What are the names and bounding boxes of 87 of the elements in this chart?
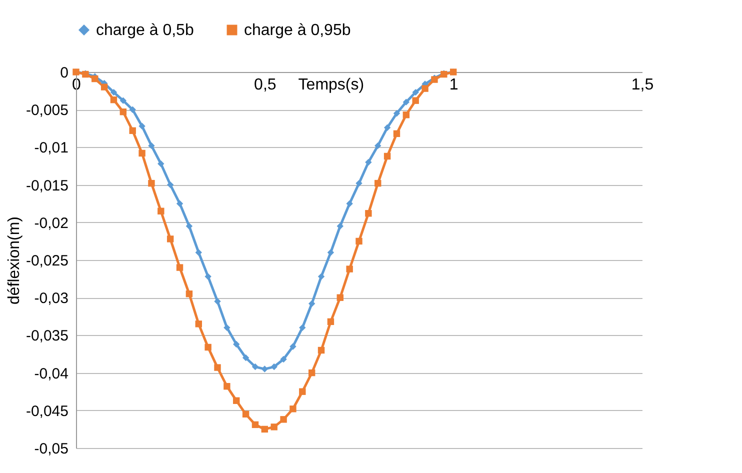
point (384, 124, 391, 131)
point (261, 426, 268, 433)
point (299, 324, 306, 332)
point (195, 249, 202, 256)
y-tick-label: -0,025 (26, 252, 68, 270)
point (270, 363, 278, 370)
point (336, 294, 344, 301)
point (308, 300, 316, 307)
point (233, 340, 240, 348)
point (158, 160, 164, 168)
point (186, 222, 193, 230)
point (148, 142, 155, 150)
legend-label: charge à 0,5b (96, 22, 194, 39)
y-tick-label: -0,035 (26, 328, 68, 345)
point (92, 75, 98, 82)
point (346, 200, 353, 207)
y-tick-label: -0,01 (34, 140, 68, 157)
y-tick-label: -0,045 (26, 402, 68, 420)
point (204, 273, 212, 280)
point (214, 298, 221, 305)
point (365, 210, 372, 217)
y-axis-title: déflexion(m) (6, 216, 23, 305)
x-tick-label: 1,5 (631, 76, 654, 94)
point (224, 382, 230, 390)
point (120, 97, 127, 104)
point (374, 142, 382, 150)
y-tick-label: -0,03 (34, 290, 68, 308)
legend-label: charge à 0,95b (244, 22, 351, 39)
point (308, 369, 316, 376)
point (176, 264, 184, 271)
point (214, 364, 221, 371)
point (224, 324, 230, 332)
point (242, 410, 250, 418)
point (290, 343, 296, 350)
point (393, 110, 400, 117)
point (290, 406, 296, 412)
point (252, 421, 259, 428)
point (422, 85, 428, 92)
point (129, 127, 136, 134)
point (176, 200, 184, 207)
point (110, 96, 118, 104)
y-tick-label: -0,05 (34, 440, 68, 458)
x-tick-label: 0,5 (254, 76, 276, 94)
point (204, 344, 212, 351)
point (110, 88, 118, 96)
point (402, 112, 410, 118)
point (100, 84, 108, 90)
y-tick-label: -0,015 (26, 177, 68, 194)
point (148, 180, 155, 187)
point (138, 150, 146, 157)
point (374, 180, 382, 187)
point (120, 108, 127, 116)
y-tick-label: 0 (60, 64, 68, 82)
point (166, 181, 174, 188)
point (186, 290, 193, 298)
point (327, 249, 334, 256)
point (327, 318, 334, 326)
point (252, 363, 259, 370)
x-axis-title: Temps(s) (298, 76, 364, 94)
point (346, 266, 353, 272)
point (384, 152, 391, 160)
y-tick-label: -0,02 (34, 214, 68, 232)
point (402, 98, 410, 106)
point (412, 88, 419, 96)
point (393, 130, 400, 138)
point (270, 424, 278, 430)
point (299, 388, 306, 395)
x-tick-label: 1 (449, 76, 458, 94)
point (166, 236, 174, 242)
point (195, 320, 202, 328)
point (412, 97, 419, 104)
point (318, 273, 325, 280)
point (233, 397, 240, 404)
point (356, 238, 362, 245)
point (129, 106, 136, 113)
y-tick-label: -0,005 (26, 102, 68, 120)
point (318, 346, 325, 354)
point (138, 122, 146, 130)
point (242, 354, 250, 362)
y-tick-label: -0,04 (34, 365, 68, 382)
point (336, 222, 344, 230)
point (365, 158, 372, 166)
point (261, 366, 268, 372)
point (280, 416, 287, 423)
point (158, 208, 164, 214)
point (356, 180, 362, 187)
point (280, 356, 287, 363)
